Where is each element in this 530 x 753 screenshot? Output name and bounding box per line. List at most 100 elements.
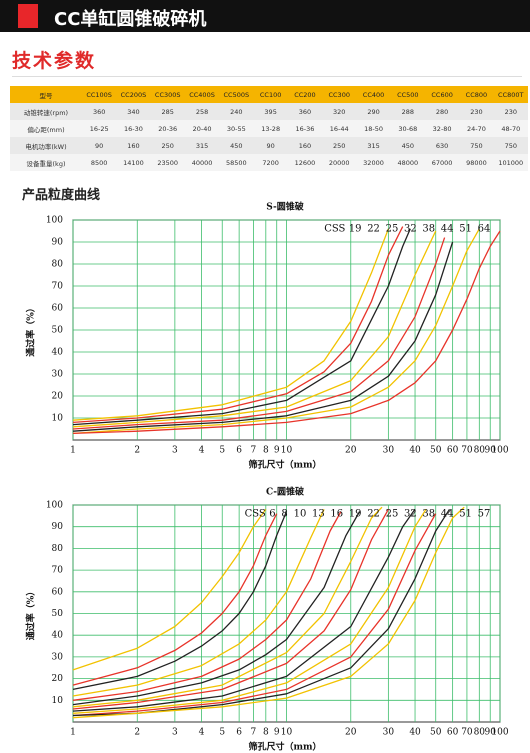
x-tick-label: 5 (219, 446, 225, 456)
x-tick-label: 4 (199, 728, 205, 738)
table-row: 设备重量(kg) 8500 14100 23500 40000 58500 7200 1260… (10, 154, 528, 171)
x-tick-label: 4 (199, 446, 205, 456)
table-cell: CC600 (424, 86, 460, 103)
table-cell: 30-55 (219, 120, 254, 137)
section-title: 技术参数 (12, 50, 97, 72)
x-tick-label: 10 (281, 446, 293, 456)
table-cell: 32000 (356, 154, 391, 171)
table-cell: 32-80 (424, 120, 460, 137)
y-axis-label: 通过率（%） (25, 587, 37, 641)
table-cell: 90 (253, 137, 288, 154)
legend-entry: 8 (281, 509, 287, 520)
y-tick-label: 90 (52, 238, 64, 248)
table-cell: 250 (322, 137, 357, 154)
legend-entry: 16 (330, 509, 343, 520)
curve (72, 511, 288, 691)
table-cell: 750 (459, 137, 494, 154)
x-tick-label: 30 (383, 728, 395, 738)
x-tick-label: 50 (430, 728, 442, 738)
table-cell: 395 (253, 103, 288, 120)
table-cell: 24-70 (459, 120, 494, 137)
legend-entry: 10 (294, 509, 307, 520)
curve (72, 226, 404, 424)
x-axis-label: 筛孔尺寸（mm） (248, 741, 321, 753)
table-cell: 450 (219, 137, 254, 154)
x-tick-label: 20 (345, 446, 357, 456)
table-cell: 48-70 (493, 120, 528, 137)
table-cell: 设备重量(kg) (10, 154, 82, 171)
table-cell: CC800T (493, 86, 528, 103)
table-cell: CC800 (459, 86, 494, 103)
legend-entry: 32 (404, 224, 417, 235)
legend-entry: 13 (312, 509, 325, 520)
curve (72, 230, 437, 428)
table-cell: 315 (356, 137, 391, 154)
table-cell: 98000 (459, 154, 494, 171)
y-tick-label: 80 (52, 544, 64, 554)
x-tick-label: 10 (281, 728, 293, 738)
legend-entry: 19 (349, 224, 362, 235)
legend-entry: 6 (269, 509, 275, 520)
y-tick-label: 100 (46, 216, 63, 226)
table-cell: 动锥转速(rpm) (10, 103, 82, 120)
curve (72, 508, 267, 671)
y-tick-label: 50 (52, 326, 64, 336)
y-tick-label: 100 (46, 501, 63, 511)
curve (72, 241, 454, 432)
x-tick-label: 2 (134, 446, 140, 456)
table-cell: 14100 (116, 154, 151, 171)
curve (72, 511, 342, 701)
legend-entry: 44 (441, 509, 454, 520)
y-tick-label: 80 (52, 260, 64, 270)
table-cell: 258 (184, 103, 220, 120)
table-cell: 230 (459, 103, 494, 120)
y-tick-label: 30 (52, 652, 64, 662)
x-tick-label: 90 (485, 728, 497, 738)
x-tick-label: 60 (447, 728, 459, 738)
x-tick-label: 2 (134, 728, 140, 738)
table-cell: 16-25 (82, 120, 117, 137)
table-cell: 630 (424, 137, 460, 154)
table-cell: 16-44 (322, 120, 357, 137)
x-tick-label: 20 (345, 728, 357, 738)
legend-entry: 22 (367, 224, 380, 235)
table-cell: 250 (150, 137, 185, 154)
table-cell: CC500 (390, 86, 425, 103)
header-bar: CC单缸圆锥破碎机 (0, 0, 530, 32)
table-cell: 160 (287, 137, 323, 154)
table-cell: 58500 (219, 154, 254, 171)
curve (72, 508, 451, 717)
curve (72, 513, 278, 686)
x-tick-label: 30 (383, 446, 395, 456)
x-tick-label: 5 (219, 728, 225, 738)
table-row: 动锥转速(rpm) 360 340 285 258 240 395 360 320 290 288 2… (10, 103, 528, 120)
x-tick-label: 100 (491, 446, 508, 456)
legend-entry: 19 (349, 509, 362, 520)
x-tick-label: 8 (263, 446, 269, 456)
table-cell: 750 (493, 137, 528, 154)
table-cell: 23500 (150, 154, 185, 171)
x-tick-label: 6 (236, 446, 242, 456)
curve (72, 508, 427, 714)
table-cell: 67000 (424, 154, 460, 171)
table-cell: 315 (184, 137, 220, 154)
x-tick-label: 50 (430, 446, 442, 456)
table-cell: 48000 (390, 154, 425, 171)
x-tick-label: 6 (236, 728, 242, 738)
legend-entry: 44 (441, 224, 454, 235)
y-tick-label: 10 (52, 414, 64, 424)
y-tick-label: 70 (52, 282, 64, 292)
x-tick-label: 8 (263, 728, 269, 738)
curve (72, 228, 390, 421)
x-tick-label: 80 (474, 728, 486, 738)
table-cell: 240 (219, 103, 254, 120)
x-tick-label: 60 (447, 446, 459, 456)
curve (72, 508, 389, 710)
chart-title: C-圆锥破 (266, 486, 305, 498)
x-tick-label: 1 (70, 446, 76, 456)
y-tick-label: 20 (52, 392, 64, 402)
curve (72, 228, 411, 426)
table-cell: 320 (322, 103, 357, 120)
curve (72, 513, 437, 717)
